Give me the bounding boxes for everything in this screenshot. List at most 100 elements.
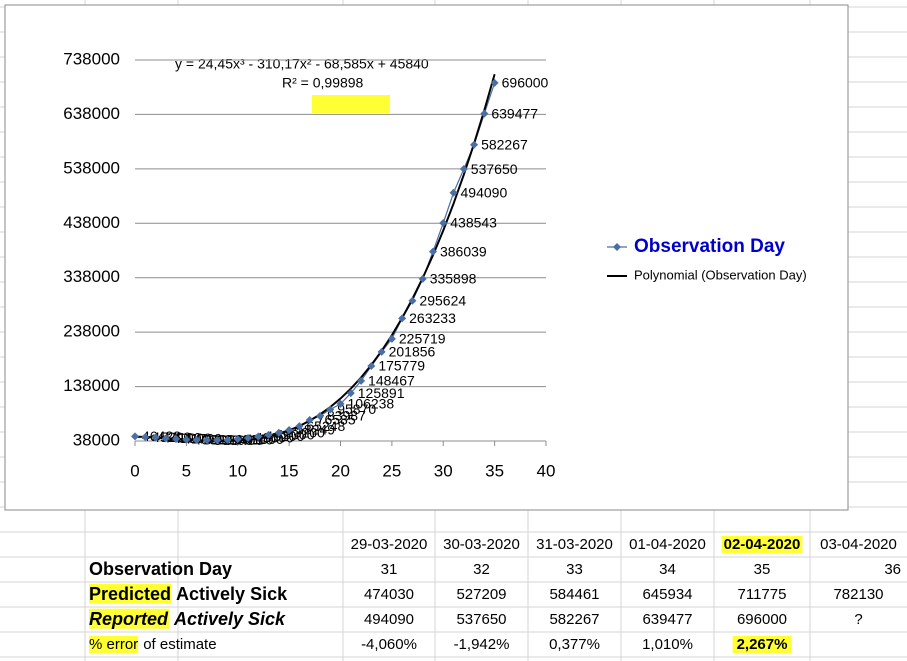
legend-label: Polynomial (Observation Day) [634, 267, 807, 282]
data-label: 639477 [491, 105, 538, 121]
cell: ? [854, 611, 862, 628]
point [326, 405, 335, 414]
data-label: 53200 [286, 424, 325, 440]
point [377, 347, 386, 356]
cell: -4,060% [361, 636, 417, 653]
row-label: Observation Day [89, 559, 232, 579]
column-header: 01-04-2020 [629, 536, 706, 553]
data-label: 95870 [337, 401, 376, 417]
cell: 696000 [737, 611, 787, 628]
point [305, 415, 314, 424]
point [490, 78, 499, 87]
data-label: 175779 [378, 358, 425, 374]
y-tick-label: 538000 [63, 158, 120, 177]
point [131, 432, 139, 441]
chart-frame [4, 4, 849, 511]
point [315, 411, 324, 420]
cell: 474030 [364, 586, 414, 603]
cell: 537650 [456, 611, 506, 628]
y-tick-label: 638000 [63, 104, 120, 123]
column-header: 30-03-2020 [443, 536, 520, 553]
data-label: 42900 [173, 430, 212, 446]
point [192, 435, 201, 444]
data-label: 44100 [163, 429, 202, 445]
cell: 584461 [549, 586, 599, 603]
row-label: Reported [89, 609, 169, 629]
data-label: 494090 [461, 184, 508, 200]
point [172, 434, 181, 443]
point [244, 433, 253, 442]
data-label: 335898 [430, 271, 477, 287]
point [264, 430, 273, 439]
cell: 31 [381, 561, 398, 578]
y-tick-label: 238000 [63, 322, 120, 341]
row-label: of estimate [143, 636, 216, 653]
data-label: 125891 [358, 385, 405, 401]
column-header: 03-04-2020 [820, 536, 897, 553]
cell: 1,010% [642, 636, 693, 653]
data-label: 696000 [502, 75, 549, 91]
y-tick-label: 38000 [73, 430, 120, 449]
cell: 35 [754, 561, 771, 578]
data-label: 76585 [317, 412, 356, 428]
point [161, 434, 170, 443]
cell: 32 [473, 561, 490, 578]
cell: 2,267% [737, 636, 788, 653]
cell: 711775 [738, 586, 787, 603]
x-tick-label: 5 [182, 461, 191, 480]
data-label: 41700 [183, 431, 222, 447]
cell: 782130 [833, 586, 883, 603]
row-label: Actively Sick [173, 609, 286, 629]
point [398, 314, 407, 323]
x-tick-label: 20 [331, 461, 350, 480]
data-label: 41500 [245, 431, 284, 447]
data-label: 106238 [348, 396, 395, 412]
data-label: 46200 [265, 428, 304, 444]
cell: 645934 [642, 586, 692, 603]
data-label: 225719 [399, 331, 446, 347]
cell: -1,942% [454, 636, 510, 653]
data-label: 537650 [471, 161, 518, 177]
row-label: Actively Sick [176, 584, 288, 604]
x-tick-label: 35 [485, 461, 504, 480]
data-label: 40600 [193, 431, 232, 447]
cell: 0,377% [549, 636, 600, 653]
x-tick-label: 30 [434, 461, 453, 480]
cell: 527209 [456, 586, 506, 603]
data-label: 40100 [234, 432, 273, 448]
point [480, 109, 489, 118]
point [408, 296, 417, 305]
cell: 639477 [642, 611, 692, 628]
point [470, 140, 479, 149]
data-label: 83987 [327, 408, 366, 424]
data-label: 39900 [204, 432, 243, 448]
highlight [89, 635, 139, 653]
data-label: 65248 [306, 418, 345, 434]
point [459, 165, 468, 174]
data-label: 46423 [142, 428, 181, 444]
point [202, 436, 211, 445]
point [346, 389, 355, 398]
legend-label: Observation Day [634, 236, 785, 257]
highlight [312, 95, 390, 113]
data-label: 582267 [481, 136, 528, 152]
cell: 36 [884, 561, 901, 578]
data-label: 43600 [255, 430, 294, 446]
cell: 582267 [549, 611, 599, 628]
point [274, 428, 283, 437]
highlight [89, 608, 170, 629]
point [449, 188, 458, 197]
x-tick-label: 0 [130, 461, 139, 480]
point [367, 362, 376, 371]
cell: 494090 [364, 611, 414, 628]
highlight [732, 635, 792, 653]
data-label: 201856 [389, 344, 436, 360]
data-label: 39500 [214, 432, 253, 448]
column-header: 29-03-2020 [351, 536, 428, 553]
point [336, 399, 345, 408]
point [418, 274, 427, 283]
y-tick-label: 138000 [63, 376, 120, 395]
data-label: 438543 [450, 215, 497, 231]
point [439, 218, 448, 227]
